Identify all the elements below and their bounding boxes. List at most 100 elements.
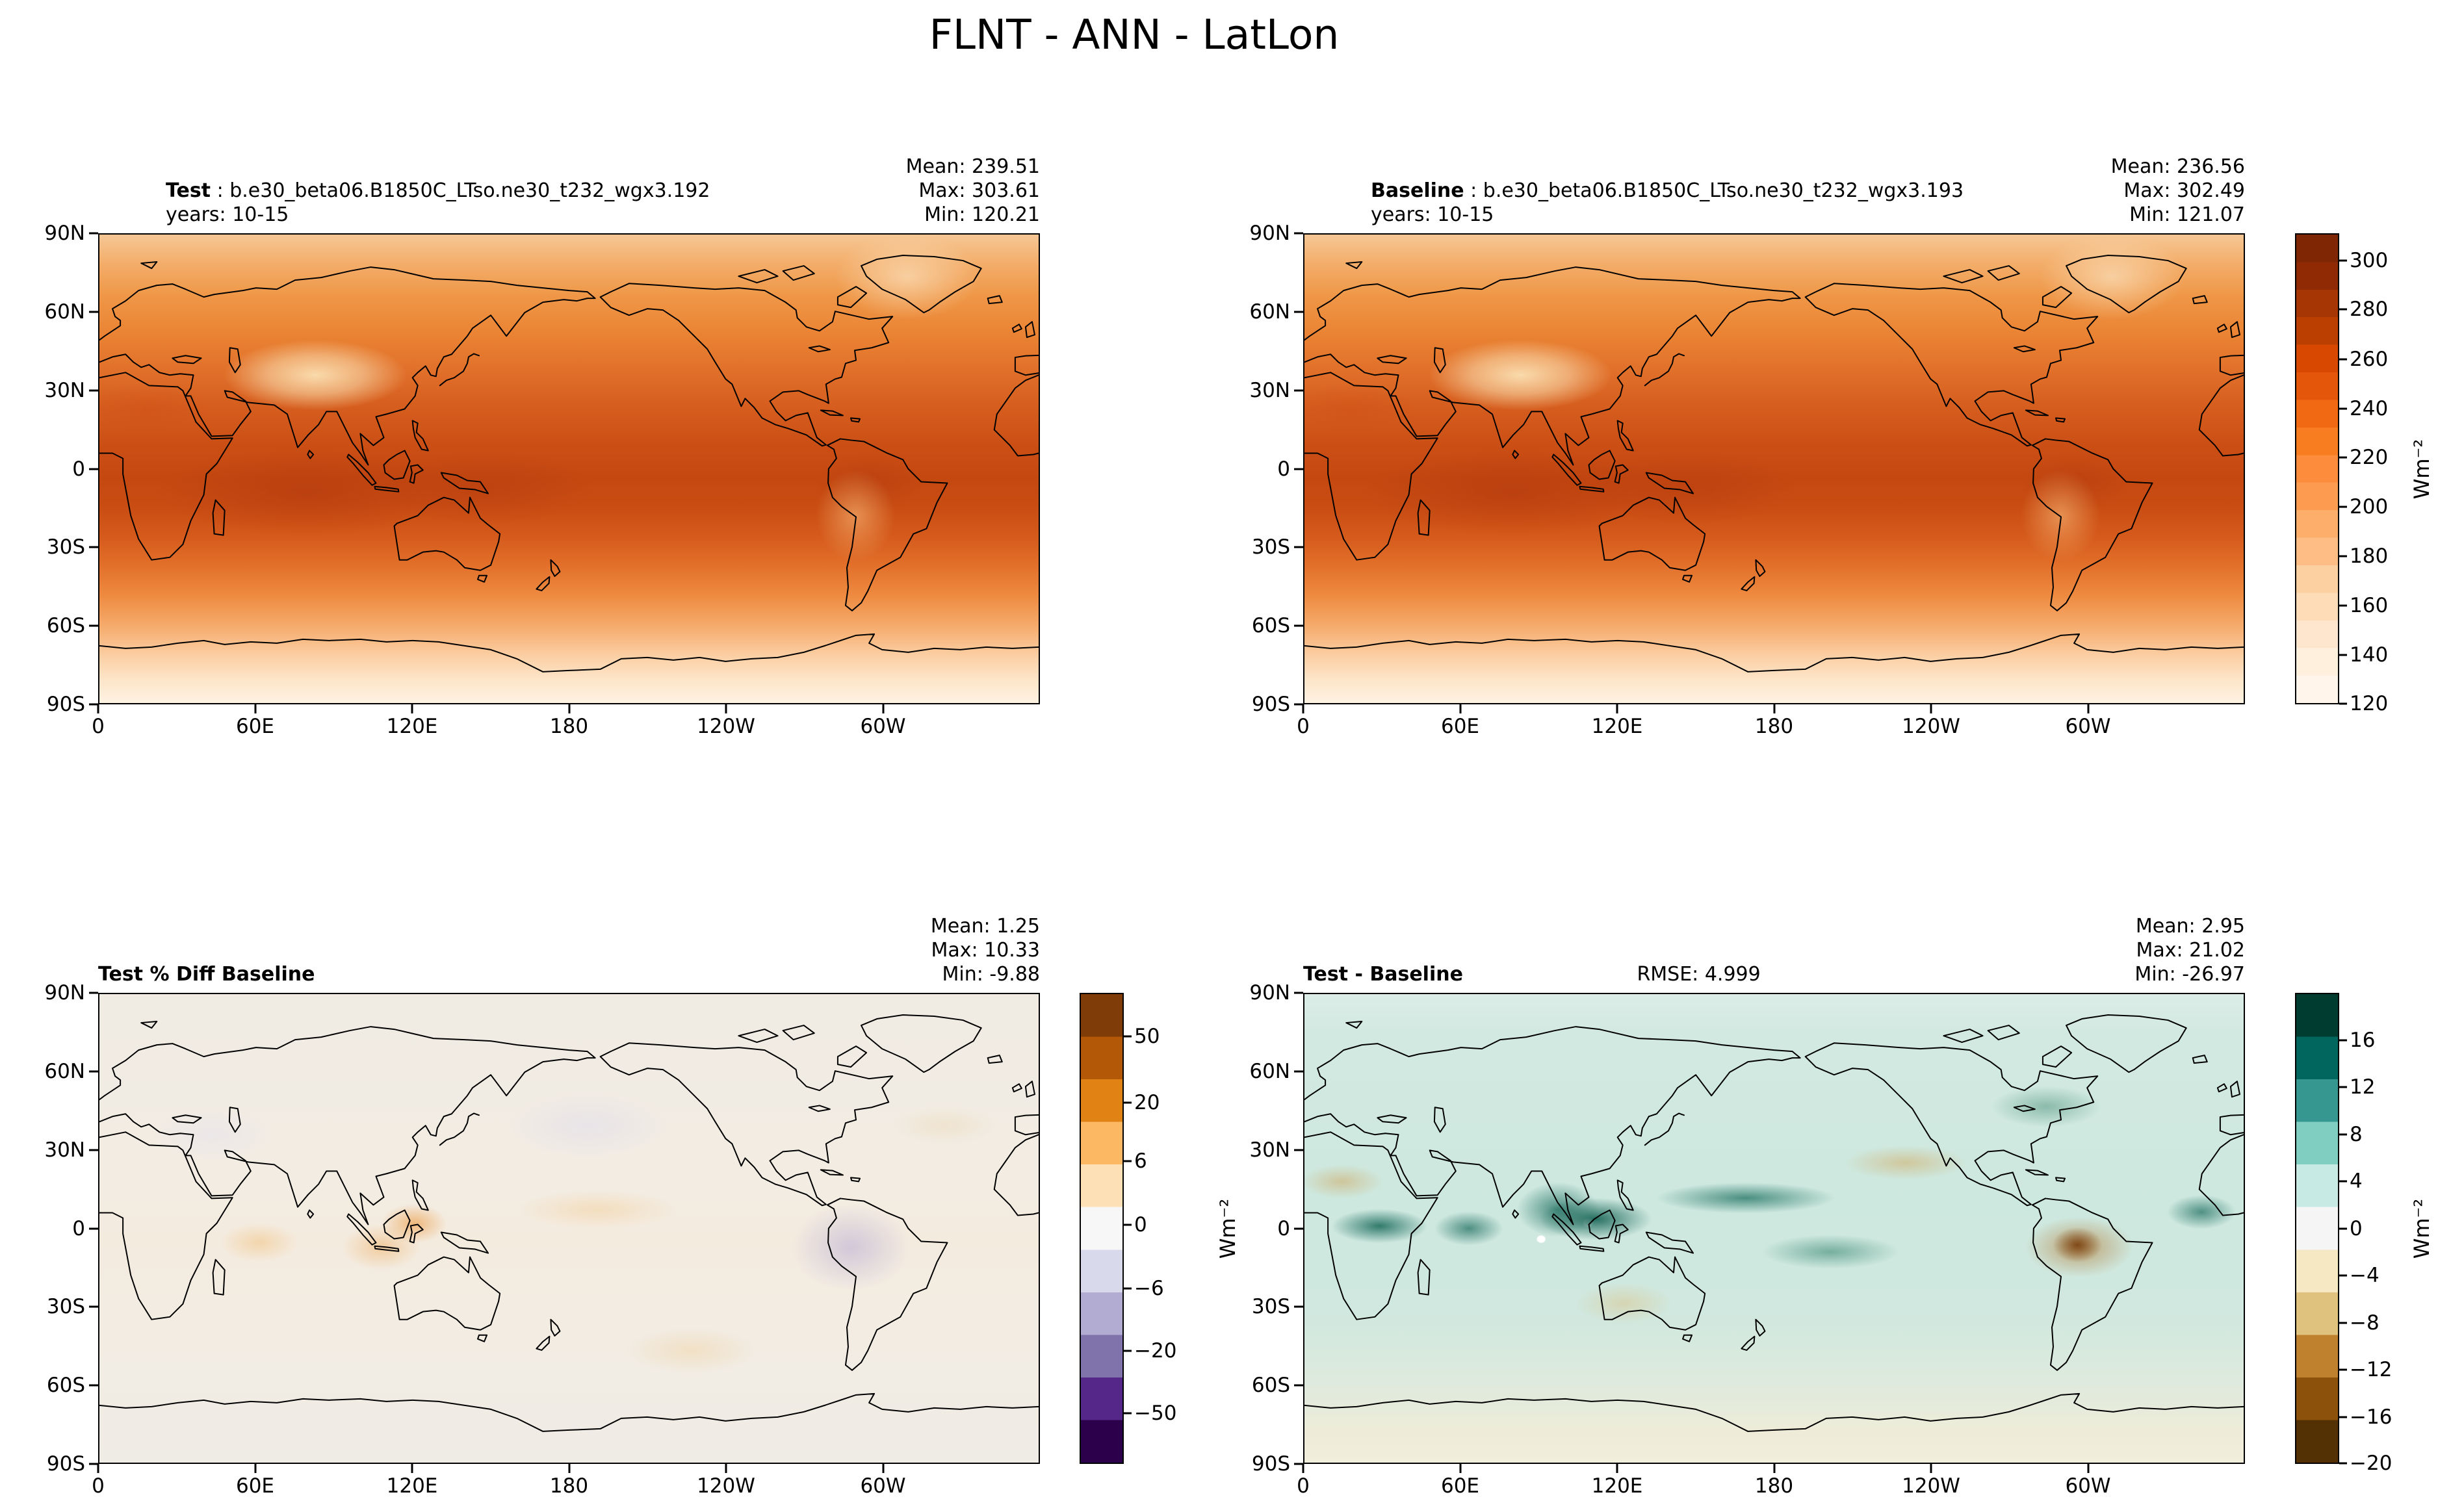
lon-tick-label: 60W: [2065, 1474, 2111, 1498]
lon-tick-label: 120E: [386, 1474, 438, 1498]
stat-min: Min: 120.21: [924, 203, 1040, 226]
colorbar-tick-label: 260: [2350, 347, 2389, 371]
lat-tick-label: 0: [72, 457, 85, 481]
colorbar-pct-unit: Wm⁻²: [1215, 1198, 1240, 1259]
lon-tick-mark: [1773, 704, 1775, 713]
lat-tick-label: 30N: [44, 378, 85, 402]
lat-tick-mark: [1294, 546, 1303, 548]
colorbar-tick-mark: [2339, 308, 2347, 311]
colorbar-tick-mark: [1124, 1350, 1132, 1352]
panel-pct-diff-stats: Mean: 1.25 Max: 10.33 Min: -9.88: [931, 914, 1040, 986]
lat-tick-label: 60S: [1251, 1374, 1290, 1398]
lon-tick-mark: [1616, 704, 1618, 713]
lon-tick-mark: [568, 704, 570, 713]
colorbar-tick-mark: [1124, 1160, 1132, 1162]
colorbar-tick-label: 280: [2350, 298, 2389, 322]
lat-tick-label: 90N: [1249, 981, 1290, 1005]
lat-tick-label: 90S: [1251, 1452, 1290, 1476]
lat-tick-label: 60N: [1249, 1059, 1290, 1083]
stat-min: Min: 121.07: [2129, 203, 2245, 226]
lat-tick-mark: [89, 1070, 98, 1073]
lat-tick-label: 90S: [46, 1452, 85, 1476]
colorbar-tick-mark: [2339, 702, 2347, 705]
lon-tick-mark: [411, 704, 413, 713]
panel-baseline-stats: Mean: 236.56 Max: 302.49 Min: 121.07: [2111, 155, 2245, 227]
lat-tick-mark: [1294, 468, 1303, 470]
lat-tick-mark: [89, 389, 98, 392]
lon-tick-label: 60E: [1440, 715, 1480, 738]
lat-tick-mark: [1294, 1070, 1303, 1073]
colorbar-flux: Wm⁻² 300 280 260 240 220 200 180 160 140 120: [2295, 233, 2434, 715]
colorbar-tick-label: 20: [1134, 1090, 1160, 1114]
lon-tick-mark: [725, 704, 727, 713]
figure-title: FLNT - ANN - LatLon: [929, 11, 1340, 58]
lon-tick-label: 60W: [860, 1474, 906, 1498]
lat-tick-label: 60N: [44, 1059, 85, 1083]
colorbar-tick-mark: [2339, 1227, 2347, 1229]
lon-tick-label: 0: [92, 1474, 105, 1498]
test-years: years: 10-15: [166, 203, 289, 226]
colorbar-tick-mark: [2339, 1180, 2347, 1183]
stat-max: Max: 302.49: [2123, 179, 2245, 202]
lat-tick-mark: [1294, 703, 1303, 706]
lat-tick-mark: [89, 624, 98, 627]
rmse-value: RMSE: 4.999: [1637, 963, 1761, 986]
lat-tick-mark: [1294, 1227, 1303, 1229]
lon-tick-mark: [725, 1464, 727, 1473]
panel-diff-stats: Mean: 2.95 Max: 21.02 Min: -26.97: [2134, 914, 2245, 986]
colorbar-tick-mark: [2339, 358, 2347, 361]
lon-tick-label: 120W: [697, 1474, 755, 1498]
coastlines: [1304, 1014, 2244, 1432]
lon-tick-mark: [1302, 704, 1304, 713]
colorbar-tick-mark: [2339, 1462, 2347, 1465]
colorbar-tick-label: 16: [2350, 1028, 2376, 1052]
lat-tick-mark: [89, 1463, 98, 1465]
lat-tick-label: 90N: [1249, 222, 1290, 245]
colorbar-tick-mark: [2339, 456, 2347, 459]
coastlines: [1304, 255, 2244, 673]
lon-tick-label: 120W: [1902, 715, 1960, 738]
colorbar-tick-mark: [2339, 1133, 2347, 1135]
colorbar-tick-label: −50: [1134, 1402, 1177, 1426]
diff-title: Test - Baseline: [1303, 963, 1463, 986]
colorbar-tick-mark: [1124, 1412, 1132, 1415]
coastlines: [99, 1014, 1039, 1432]
colorbar-tick-label: 240: [2350, 396, 2389, 420]
colorbar-tick-mark: [2339, 1039, 2347, 1041]
lat-tick-mark: [89, 992, 98, 994]
colorbar-tick-mark: [1124, 1224, 1132, 1226]
panel-test-label: Test : b.e30_beta06.B1850C_LTso.ne30_t23…: [166, 179, 710, 227]
lat-tick-label: 30S: [1251, 1295, 1290, 1319]
lon-tick-mark: [97, 704, 99, 713]
colorbar-tick-label: 4: [2350, 1170, 2363, 1193]
lon-tick-mark: [2087, 1464, 2089, 1473]
test-case-name: : b.e30_beta06.B1850C_LTso.ne30_t232_wgx…: [211, 179, 710, 202]
panel-baseline-label: Baseline : b.e30_beta06.B1850C_LTso.ne30…: [1371, 179, 1964, 227]
map-pct-diff: [98, 993, 1040, 1464]
colorbar-tick-label: 8: [2350, 1122, 2363, 1146]
panel-pct-diff: Test % Diff Baseline Mean: 1.25 Max: 10.…: [44, 915, 1040, 1498]
lat-tick-mark: [1294, 992, 1303, 994]
lon-tick-mark: [1616, 1464, 1618, 1473]
colorbar-tick-mark: [2339, 604, 2347, 607]
colorbar-tick-label: 300: [2350, 249, 2389, 273]
stat-mean: Mean: 2.95: [2135, 915, 2245, 938]
lat-tick-mark: [1294, 1463, 1303, 1465]
colorbar-pct-gradient: [1080, 993, 1124, 1464]
colorbar-tick-label: 6: [1134, 1149, 1147, 1173]
lon-tick-mark: [2087, 704, 2089, 713]
stat-mean: Mean: 236.56: [2110, 155, 2245, 178]
panel-diff: Test - Baseline RMSE: 4.999 Mean: 2.95 M…: [1249, 915, 2245, 1498]
lat-tick-label: 90S: [46, 693, 85, 716]
colorbar-tick-label: −6: [1134, 1276, 1164, 1300]
colorbar-tick-mark: [1124, 1035, 1132, 1038]
lon-tick-label: 0: [92, 715, 105, 738]
pct-diff-title: Test % Diff Baseline: [98, 963, 315, 986]
stat-mean: Mean: 1.25: [930, 915, 1040, 938]
lat-tick-mark: [1294, 624, 1303, 627]
map-baseline: [1303, 233, 2245, 704]
lat-tick-label: 0: [72, 1216, 85, 1240]
lat-tick-mark: [89, 1305, 98, 1308]
lat-tick-label: 60N: [44, 300, 85, 324]
colorbar-tick-label: −8: [2350, 1311, 2380, 1335]
